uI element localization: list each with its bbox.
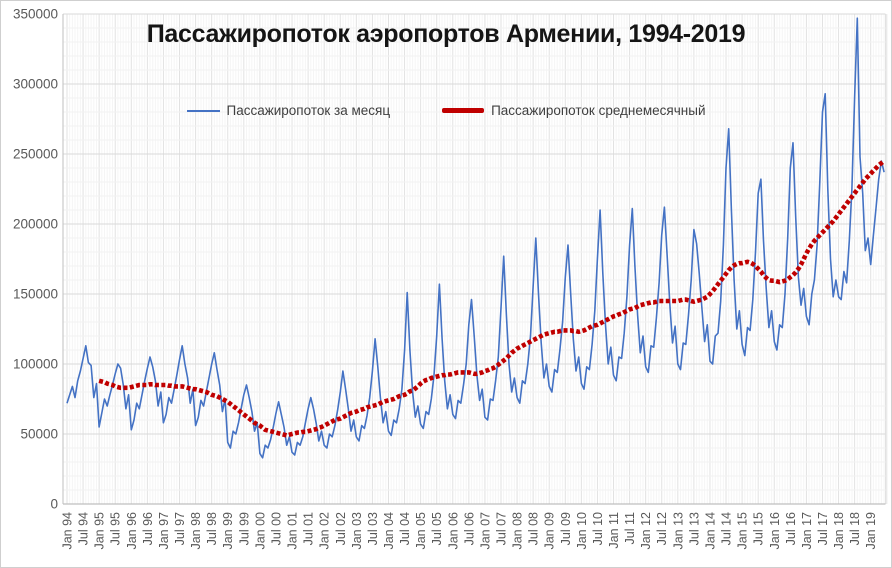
svg-text:Jul 08: Jul 08 — [527, 512, 541, 545]
svg-text:Jul 18: Jul 18 — [848, 512, 862, 545]
svg-text:Jul 05: Jul 05 — [430, 512, 444, 545]
svg-text:Jan 16: Jan 16 — [768, 512, 782, 550]
svg-text:Jan 11: Jan 11 — [607, 512, 621, 549]
svg-text:Jan 02: Jan 02 — [318, 512, 332, 550]
svg-text:Jan 07: Jan 07 — [478, 512, 492, 550]
svg-text:Jul 14: Jul 14 — [720, 512, 734, 545]
svg-text:Jul 95: Jul 95 — [109, 512, 123, 545]
svg-text:Jul 97: Jul 97 — [173, 512, 187, 545]
svg-text:Jan 12: Jan 12 — [639, 512, 653, 550]
svg-text:Jan 06: Jan 06 — [446, 512, 460, 550]
svg-text:Jan 00: Jan 00 — [253, 512, 267, 550]
svg-text:100000: 100000 — [13, 357, 58, 372]
svg-text:Jan 17: Jan 17 — [800, 512, 814, 550]
svg-text:Jan 18: Jan 18 — [832, 512, 846, 550]
svg-text:350000: 350000 — [13, 7, 58, 22]
svg-text:Jul 02: Jul 02 — [334, 512, 348, 545]
svg-text:Jan 09: Jan 09 — [543, 512, 557, 550]
chart-title: Пассажиропоток аэропортов Армении, 1994-… — [146, 20, 746, 48]
svg-text:Jan 94: Jan 94 — [61, 512, 75, 550]
svg-text:Jan 19: Jan 19 — [864, 512, 878, 550]
svg-text:Jul 06: Jul 06 — [462, 512, 476, 545]
svg-text:Jan 08: Jan 08 — [511, 512, 525, 550]
svg-text:Jul 09: Jul 09 — [559, 512, 573, 545]
svg-text:Jan 98: Jan 98 — [189, 512, 203, 550]
svg-text:Jan 04: Jan 04 — [382, 512, 396, 550]
legend-label-monthly: Пассажиропоток за месяц — [226, 103, 391, 118]
legend-item-monthly: Пассажиропоток за месяц — [186, 103, 391, 118]
svg-text:300000: 300000 — [13, 77, 58, 92]
svg-text:150000: 150000 — [13, 287, 58, 302]
svg-text:Jan 95: Jan 95 — [93, 512, 107, 550]
svg-text:Jul 12: Jul 12 — [655, 512, 669, 545]
svg-text:Jan 01: Jan 01 — [286, 512, 300, 550]
svg-text:Jan 97: Jan 97 — [157, 512, 171, 550]
svg-text:200000: 200000 — [13, 217, 58, 232]
svg-text:Jan 15: Jan 15 — [736, 512, 750, 550]
svg-text:Jul 17: Jul 17 — [816, 512, 830, 545]
svg-text:Jul 01: Jul 01 — [302, 512, 316, 545]
svg-text:0: 0 — [50, 497, 58, 512]
svg-text:50000: 50000 — [20, 427, 58, 442]
monthly-series-line-icon — [186, 109, 220, 112]
svg-text:Jul 04: Jul 04 — [398, 512, 412, 545]
svg-text:Jul 07: Jul 07 — [494, 512, 508, 545]
svg-text:Jul 15: Jul 15 — [752, 512, 766, 545]
svg-text:Jul 16: Jul 16 — [784, 512, 798, 545]
svg-text:Jul 99: Jul 99 — [237, 512, 251, 545]
legend-item-average: Пассажиропоток среднемесячный — [442, 103, 705, 118]
svg-text:Jan 03: Jan 03 — [350, 512, 364, 550]
legend-label-average: Пассажиропоток среднемесячный — [491, 103, 706, 118]
svg-text:Jan 96: Jan 96 — [125, 512, 139, 550]
average-series-line-icon — [442, 108, 485, 113]
svg-text:Jul 10: Jul 10 — [591, 512, 605, 545]
svg-text:Jan 05: Jan 05 — [414, 512, 428, 550]
svg-text:Jul 11: Jul 11 — [623, 512, 637, 544]
svg-text:Jan 99: Jan 99 — [221, 512, 235, 550]
svg-text:Jul 96: Jul 96 — [141, 512, 155, 545]
svg-text:Jul 13: Jul 13 — [687, 512, 701, 545]
svg-text:Jul 98: Jul 98 — [205, 512, 219, 545]
svg-text:250000: 250000 — [13, 147, 58, 162]
svg-text:Jan 13: Jan 13 — [671, 512, 685, 550]
svg-text:Jan 14: Jan 14 — [703, 512, 717, 550]
svg-text:Jul 94: Jul 94 — [77, 512, 91, 545]
svg-text:Jul 00: Jul 00 — [269, 512, 283, 545]
svg-text:Jul 03: Jul 03 — [366, 512, 380, 545]
legend: Пассажиропоток за месяц Пассажиропоток с… — [1, 103, 891, 118]
svg-text:Jan 10: Jan 10 — [575, 512, 589, 550]
